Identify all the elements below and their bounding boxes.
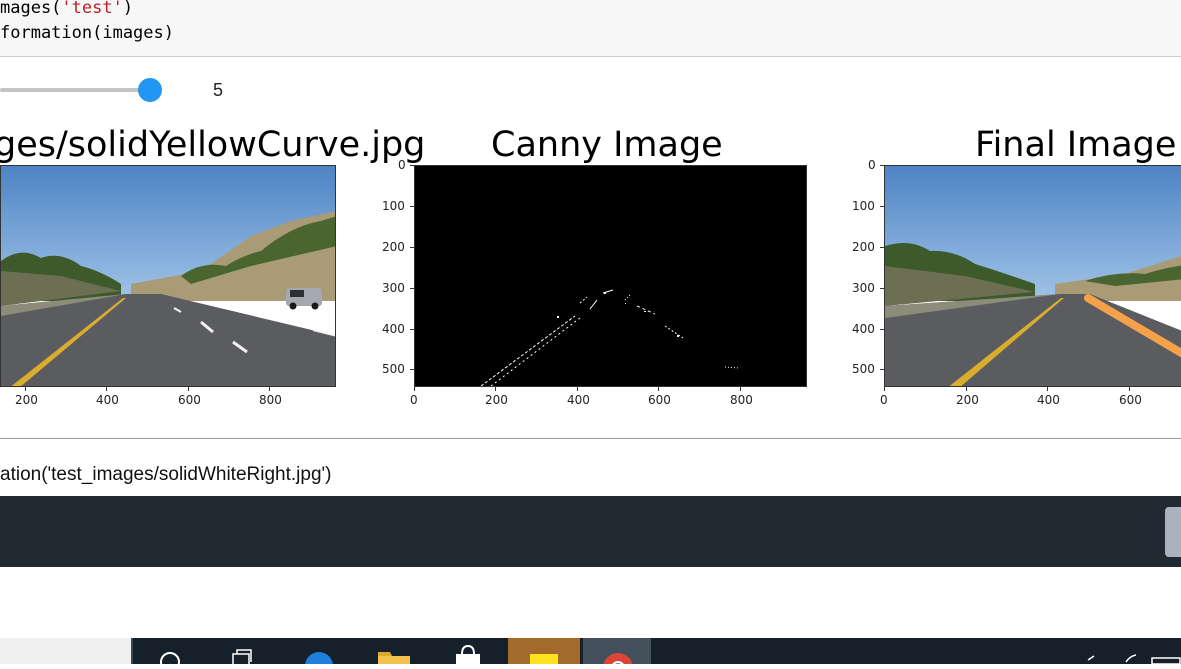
tickmark (269, 387, 270, 391)
y-tick: 200 (382, 240, 405, 254)
taskbar-search-area[interactable] (0, 638, 133, 664)
y-tick: 400 (382, 322, 405, 336)
canny-image (414, 165, 807, 387)
next-call-text: ation('test_images/solidWhiteRight.jpg') (0, 464, 332, 485)
tickmark (495, 387, 496, 391)
tickmark (880, 165, 884, 166)
y-tick: 100 (382, 199, 405, 213)
x-tick: 200 (15, 393, 38, 407)
y-tick: 500 (382, 362, 405, 376)
task-view-icon[interactable] (228, 638, 256, 667)
tickmark (966, 387, 967, 391)
search-icon[interactable] (158, 638, 182, 669)
x-tick: 600 (648, 393, 671, 407)
canny-edges (480, 289, 740, 386)
x-tick: 600 (1119, 393, 1142, 407)
slider-handle[interactable] (138, 78, 162, 102)
tickmark (410, 165, 414, 166)
code-line-2: formation(images) (0, 23, 174, 43)
final-image (884, 165, 1181, 387)
y-tick: 200 (852, 240, 875, 254)
x-tick: 0 (410, 393, 418, 407)
code-cell[interactable]: mages('test') formation(images) (0, 0, 1181, 57)
plot-title-canny: Canny Image (491, 125, 723, 165)
tickmark (410, 288, 414, 289)
file-explorer-icon[interactable] (376, 638, 412, 666)
tickmark (880, 329, 884, 330)
tickmark (410, 329, 414, 330)
x-tick: 800 (259, 393, 282, 407)
tickmark (188, 387, 189, 391)
y-tick: 300 (382, 281, 405, 295)
plot-title-original: ges/solidYellowCurve.jpg (0, 125, 426, 165)
x-tick: 600 (178, 393, 201, 407)
code-line-1: mages('test') (0, 0, 134, 18)
edge-icon[interactable] (302, 638, 336, 669)
banner-button[interactable] (1165, 507, 1181, 557)
tickmark (410, 206, 414, 207)
tickmark (1129, 387, 1130, 391)
tickmark (880, 288, 884, 289)
tickmark (658, 387, 659, 391)
y-tick: 500 (852, 362, 875, 376)
x-tick: 0 (880, 393, 888, 407)
tickmark (25, 387, 26, 391)
tickmark (414, 387, 415, 391)
tickmark (880, 206, 884, 207)
system-tray[interactable] (1080, 638, 1181, 665)
cell-divider (0, 438, 1181, 439)
x-tick: 200 (485, 393, 508, 407)
sticky-notes-icon[interactable] (508, 638, 580, 666)
y-tick: 100 (852, 199, 875, 213)
y-tick: 0 (868, 158, 876, 172)
x-tick: 400 (1037, 393, 1060, 407)
tickmark (880, 247, 884, 248)
original-image (0, 165, 336, 387)
tickmark (884, 387, 885, 391)
plot-title-final: Final Image (975, 125, 1177, 165)
slider-value: 5 (213, 80, 224, 100)
y-tick: 300 (852, 281, 875, 295)
tickmark (577, 387, 578, 391)
y-tick: 400 (852, 322, 875, 336)
tickmark (880, 369, 884, 370)
x-tick: 400 (567, 393, 590, 407)
x-tick: 400 (96, 393, 119, 407)
chrome-icon[interactable] (583, 638, 651, 669)
x-tick: 200 (956, 393, 979, 407)
tickmark (410, 369, 414, 370)
store-icon[interactable] (450, 638, 486, 666)
x-tick: 800 (730, 393, 753, 407)
tickmark (1047, 387, 1048, 391)
slider-track[interactable] (0, 88, 150, 92)
road-photo-final (885, 166, 1181, 386)
tickmark (106, 387, 107, 391)
dark-banner (0, 496, 1181, 567)
tickmark (410, 247, 414, 248)
y-tick: 0 (398, 158, 406, 172)
tickmark (740, 387, 741, 391)
road-photo-original (1, 166, 335, 386)
